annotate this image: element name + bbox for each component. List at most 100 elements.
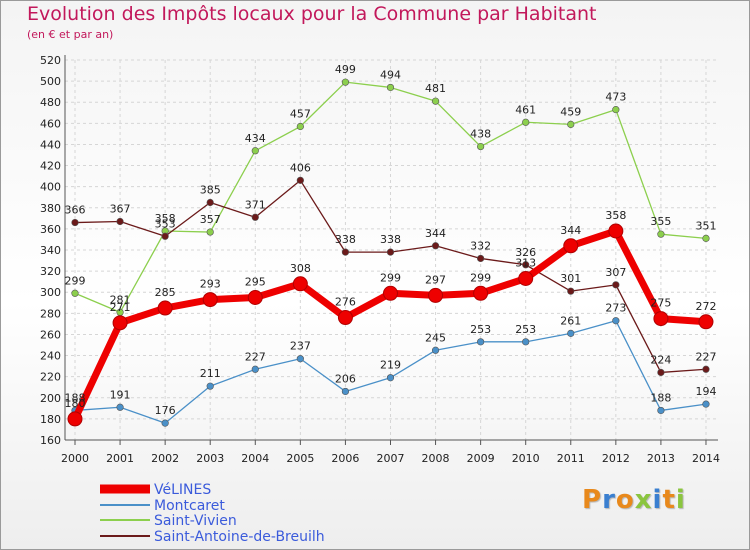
data-point xyxy=(337,310,353,326)
data-point xyxy=(161,419,169,427)
data-label: 355 xyxy=(650,215,671,228)
data-point xyxy=(296,355,304,363)
series-lines xyxy=(67,78,714,427)
data-label: 473 xyxy=(605,91,626,104)
data-point xyxy=(477,254,485,263)
data-point xyxy=(251,213,259,221)
logo-letter: r xyxy=(602,485,616,515)
data-label: 299 xyxy=(470,271,491,284)
x-tick-label: 2006 xyxy=(331,452,359,465)
data-point xyxy=(112,315,128,331)
data-point xyxy=(161,232,169,240)
axes: 160 180 200 220 240 260 280 300 320 340 360 380 400 4… xyxy=(40,54,720,465)
data-point xyxy=(341,248,350,256)
data-point xyxy=(431,346,440,354)
chart-subtitle: (en € et par an) xyxy=(27,28,114,41)
data-point xyxy=(702,400,710,408)
data-point xyxy=(251,365,259,373)
data-point xyxy=(386,248,395,256)
data-point xyxy=(477,142,485,151)
legend-label: Saint-Antoine-de-Breuilh xyxy=(154,529,325,545)
x-tick-label: 2005 xyxy=(286,452,314,465)
data-label: 245 xyxy=(425,331,446,344)
data-label: 253 xyxy=(515,323,536,336)
y-tick-label: 440 xyxy=(40,138,61,151)
data-point xyxy=(116,403,124,411)
data-point xyxy=(386,374,395,382)
data-point xyxy=(247,290,263,305)
logo-letter: i xyxy=(675,485,686,515)
data-label: 176 xyxy=(155,404,176,417)
x-tick-label: 2001 xyxy=(106,452,134,465)
data-point xyxy=(657,230,665,238)
data-label: 275 xyxy=(650,297,671,310)
data-point xyxy=(428,287,444,303)
data-label: 271 xyxy=(110,301,131,314)
data-label: 237 xyxy=(290,340,311,353)
data-label: 457 xyxy=(290,108,311,121)
data-label: 253 xyxy=(470,323,491,336)
data-point xyxy=(206,382,214,390)
data-label: 494 xyxy=(380,68,401,81)
data-label: 206 xyxy=(335,372,356,385)
data-label: 338 xyxy=(335,233,356,246)
data-point xyxy=(657,368,665,377)
data-label: 261 xyxy=(560,314,581,327)
logo-letter: o xyxy=(615,485,635,515)
data-point xyxy=(341,387,350,396)
y-tick-label: 240 xyxy=(40,350,61,363)
data-point xyxy=(206,198,214,207)
data-label: 367 xyxy=(110,203,131,216)
data-point xyxy=(296,122,304,131)
data-label: 371 xyxy=(245,198,266,211)
data-point xyxy=(653,311,669,327)
data-label: 297 xyxy=(425,273,446,286)
data-point xyxy=(563,238,579,254)
data-label: 227 xyxy=(695,350,716,363)
data-point xyxy=(386,83,395,92)
data-label: 281 xyxy=(110,293,131,306)
x-tick-label: 2012 xyxy=(602,452,630,465)
data-point xyxy=(292,276,308,292)
legend: VéLINESMontcaretSaint-VivienSaint-Antoin… xyxy=(100,482,325,545)
data-point xyxy=(473,285,489,301)
data-point xyxy=(431,242,440,250)
data-label: 481 xyxy=(425,82,446,95)
y-tick-label: 260 xyxy=(40,328,61,341)
data-label: 459 xyxy=(560,105,581,118)
y-tick-label: 320 xyxy=(40,265,61,278)
data-point xyxy=(612,317,620,325)
data-label: 301 xyxy=(560,272,581,285)
data-label: 344 xyxy=(560,224,581,237)
data-point xyxy=(567,329,575,337)
data-label: 227 xyxy=(245,350,266,363)
data-label: 357 xyxy=(200,213,221,226)
logo-letter: x xyxy=(634,485,653,515)
data-label: 194 xyxy=(695,385,716,398)
data-label: 188 xyxy=(65,391,86,404)
data-label: 344 xyxy=(425,227,446,240)
x-tick-label: 2013 xyxy=(647,452,675,465)
data-label: 499 xyxy=(335,63,356,76)
data-label: 351 xyxy=(695,219,716,232)
data-label: 276 xyxy=(335,296,356,309)
y-tick-label: 360 xyxy=(40,223,61,236)
data-point xyxy=(251,147,259,155)
data-label: 434 xyxy=(245,132,266,145)
data-point xyxy=(206,228,214,236)
x-tick-label: 2008 xyxy=(422,452,450,465)
data-label: 358 xyxy=(155,212,176,225)
x-tick-label: 2002 xyxy=(151,452,179,465)
data-point xyxy=(657,406,665,415)
y-tick-label: 160 xyxy=(40,434,61,447)
data-label: 180 xyxy=(65,397,86,410)
proxiti-logo: Proxiti xyxy=(582,485,686,515)
x-tick-label: 2011 xyxy=(557,452,585,465)
data-point xyxy=(382,285,398,301)
data-label: 358 xyxy=(605,209,626,222)
data-label: 366 xyxy=(65,204,86,217)
data-label: 219 xyxy=(380,359,401,372)
data-label: 338 xyxy=(380,233,401,246)
data-point xyxy=(202,292,218,308)
